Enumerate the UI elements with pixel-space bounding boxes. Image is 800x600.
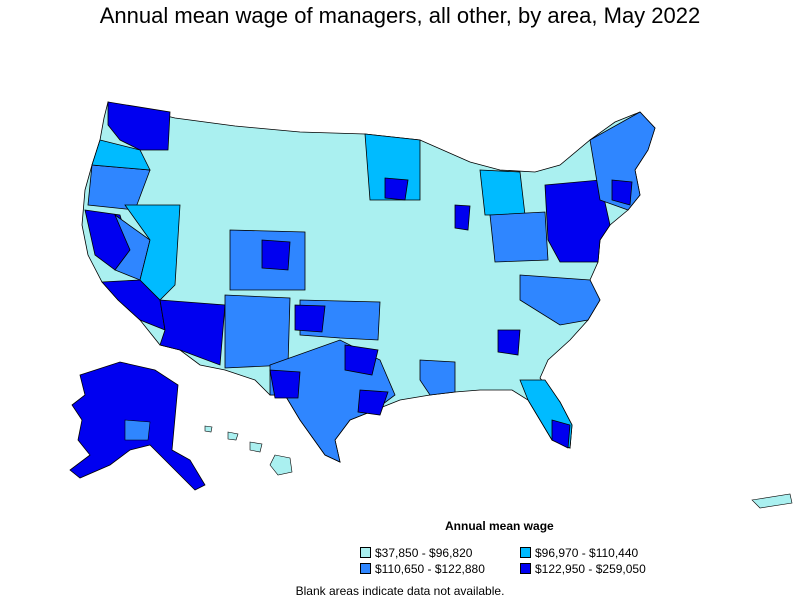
lower-48-states [81, 101, 656, 463]
hawaii-kauai [204, 425, 213, 433]
region-oregon-west [91, 139, 151, 171]
region-west-texas [269, 369, 301, 399]
legend-swatch-mid-low [520, 547, 531, 558]
region-central-california [114, 213, 151, 281]
footnote: Blank areas indicate data not available. [295, 584, 505, 598]
legend-label-mid-high: $110,650 - $122,880 [375, 562, 485, 576]
hawaii [204, 425, 293, 476]
region-minneapolis [384, 177, 409, 201]
legend-title: Annual mean wage [445, 519, 554, 533]
legend-label-low: $37,850 - $96,820 [375, 546, 473, 560]
region-carolinas [519, 274, 601, 326]
legend-swatch-low [360, 547, 371, 558]
legend-swatch-high [520, 563, 531, 574]
legend-item-high: $122,950 - $259,050 [520, 562, 646, 576]
legend-item-mid-low: $96,970 - $110,440 [520, 546, 638, 560]
region-ohio [489, 211, 549, 263]
region-denver [261, 239, 291, 271]
legend-item-mid-high: $110,650 - $122,880 [360, 562, 485, 576]
hawaii-maui [249, 441, 263, 453]
region-oklahoma-city [294, 304, 326, 333]
region-dallas [344, 344, 379, 376]
alaska-southeast [124, 419, 151, 441]
legend-label-high: $122,950 - $259,050 [535, 562, 646, 576]
region-south-florida [551, 419, 571, 449]
puerto-rico [751, 493, 793, 509]
legend-label-mid-low: $96,970 - $110,440 [535, 546, 639, 560]
region-boston [611, 179, 633, 206]
region-louisiana [419, 359, 456, 396]
region-michigan [479, 169, 526, 216]
region-houston [357, 389, 389, 416]
region-new-mexico [224, 294, 291, 369]
hawaii-oahu [227, 431, 239, 441]
region-chicago [454, 204, 471, 231]
region-atlanta [497, 329, 521, 356]
region-new-england [589, 111, 656, 211]
hawaii-big-island [269, 454, 293, 476]
legend-item-low: $37,850 - $96,820 [360, 546, 472, 560]
legend-swatch-mid-high [360, 563, 371, 574]
map-title: Annual mean wage of managers, all other,… [99, 3, 701, 28]
